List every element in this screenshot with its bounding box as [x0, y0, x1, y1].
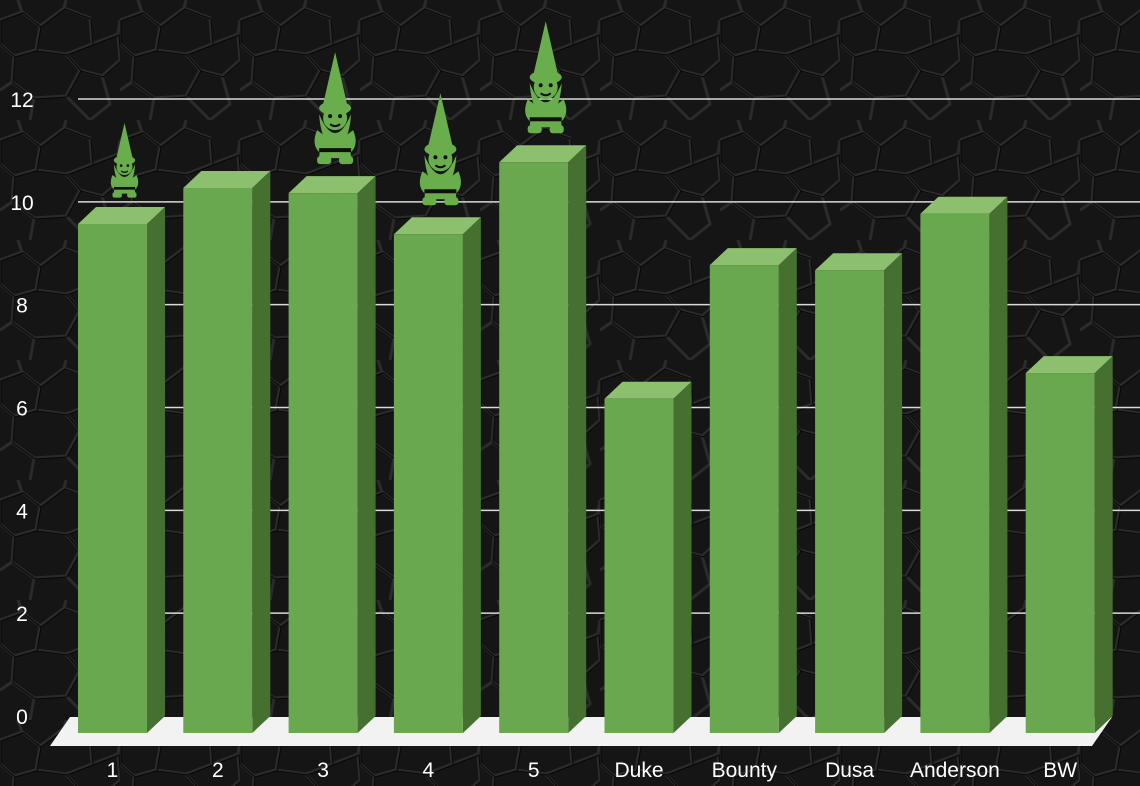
y-tick-label: 10 [10, 192, 33, 215]
bar-front-face [393, 234, 463, 733]
y-tick-label: 4 [16, 500, 28, 523]
x-category-label: 4 [423, 759, 435, 782]
bar-front-face [183, 187, 253, 733]
bar-1 [78, 206, 165, 734]
bar-4 [393, 217, 481, 734]
bar-top-face [920, 196, 1008, 214]
bar-bounty [709, 248, 797, 733]
y-axis-tick-labels: 0 2 4 6 8 10 12 [10, 89, 33, 729]
bar-duke [604, 381, 692, 733]
bar-side-face [147, 206, 165, 734]
bar-top-face [183, 170, 271, 188]
y-tick-label: 0 [16, 706, 28, 729]
x-category-label: Anderson [910, 759, 1000, 782]
bar-front-face [815, 270, 885, 733]
bar-front-face [499, 162, 569, 733]
bar-side-face [989, 196, 1008, 734]
bar-side-face [1094, 356, 1113, 733]
bar-front-face [604, 398, 674, 733]
bar-top-face [604, 381, 692, 399]
bar-top-face [499, 145, 587, 163]
bar-top-face [288, 176, 376, 194]
bar-anderson [920, 196, 1008, 734]
bar-front-face [288, 193, 358, 733]
bar-top-face [78, 206, 165, 224]
bar-front-face [1025, 373, 1095, 733]
y-tick-label: 8 [16, 295, 28, 318]
x-category-label: Duke [614, 759, 663, 782]
bar-dusa [815, 253, 903, 733]
bar-side-face [673, 381, 692, 733]
bar-side-face [568, 145, 587, 733]
bar-front-face [709, 265, 779, 733]
bar-top-face [709, 248, 797, 266]
y-tick-label: 6 [16, 398, 28, 421]
bar-side-face [884, 253, 903, 733]
bar-top-face [393, 217, 481, 235]
bar-top-face [1025, 356, 1113, 374]
x-axis-category-labels: 1 2 3 4 5 Duke Bounty Dusa Anderson BW [107, 759, 1078, 782]
x-category-label: Dusa [825, 759, 874, 782]
bar-5 [499, 145, 587, 733]
x-category-label: BW [1043, 759, 1077, 782]
bar-top-face [815, 253, 903, 271]
bar-3 [288, 176, 376, 733]
y-tick-label: 12 [10, 89, 33, 112]
bar-side-face [778, 248, 797, 733]
bar-side-face [252, 170, 271, 733]
x-category-label: Bounty [712, 759, 778, 782]
bar-bw [1025, 356, 1113, 733]
y-tick-label: 2 [16, 603, 28, 626]
x-category-label: 2 [212, 759, 224, 782]
bar-front-face [920, 213, 990, 734]
x-category-label: 3 [317, 759, 329, 782]
bar-2 [183, 170, 271, 733]
bar-side-face [462, 217, 481, 734]
bar-front-face [78, 223, 147, 733]
bar-side-face [357, 176, 376, 733]
bars [78, 145, 1113, 734]
x-category-label: 1 [107, 759, 119, 782]
x-category-label: 5 [528, 759, 540, 782]
